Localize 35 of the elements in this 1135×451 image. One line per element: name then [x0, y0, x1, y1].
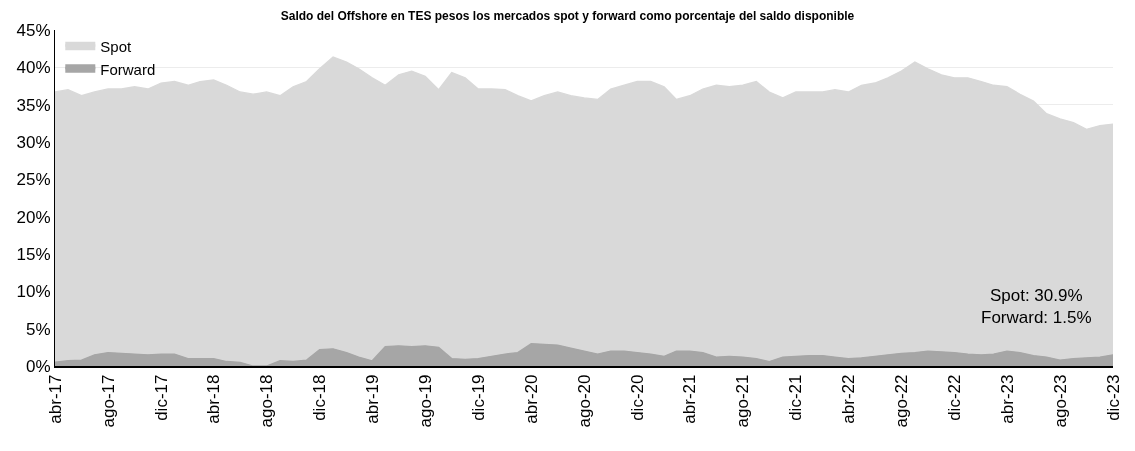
x-tick-label: abr-21 [680, 374, 700, 424]
x-tick-label: ago-22 [891, 374, 911, 428]
x-tick-label: dic-19 [468, 374, 488, 421]
x-tick-label: dic-18 [310, 374, 330, 421]
legend-label: Spot [100, 38, 132, 56]
x-tick-label: dic-22 [944, 374, 964, 421]
y-tick-label: 5% [26, 319, 51, 339]
x-tick-label: dic-17 [151, 374, 171, 421]
x-tick-label: abr-23 [997, 374, 1017, 424]
x-tick-label: abr-20 [521, 374, 541, 424]
y-tick-label: 25% [16, 170, 51, 190]
legend-label: Forward [100, 60, 156, 78]
x-tick-label: ago-17 [98, 374, 118, 428]
x-tick-label: dic-23 [1103, 374, 1123, 421]
x-tick-label: abr-19 [362, 374, 382, 424]
y-tick-label: 20% [16, 207, 51, 227]
y-tick-label: 45% [16, 20, 51, 40]
x-tick-label: ago-18 [257, 374, 277, 428]
x-tick-label: ago-19 [415, 374, 435, 428]
y-tick-label: 10% [16, 282, 51, 302]
y-tick-label: 15% [16, 244, 51, 264]
x-tick-label: ago-21 [733, 374, 753, 428]
x-tick-label: ago-20 [574, 374, 594, 428]
x-tick-label: dic-20 [627, 374, 647, 421]
x-tick-label: abr-17 [45, 374, 65, 424]
y-tick-label: 30% [16, 132, 51, 152]
x-tick-label: dic-21 [786, 374, 806, 421]
chart-title: Saldo del Offshore en TES pesos los mercados spot y forward como porcentaje del saldo disponible [280, 8, 855, 23]
y-tick-label: 35% [16, 95, 51, 115]
x-tick-label: abr-18 [204, 374, 224, 424]
x-tick-label: ago-23 [1050, 374, 1070, 428]
annotation: Spot: 30.9% Forward: 1.5% [981, 286, 1092, 328]
y-tick-label: 40% [16, 58, 51, 78]
y-tick-label: 0% [26, 356, 51, 376]
x-tick-label: abr-22 [838, 374, 858, 424]
